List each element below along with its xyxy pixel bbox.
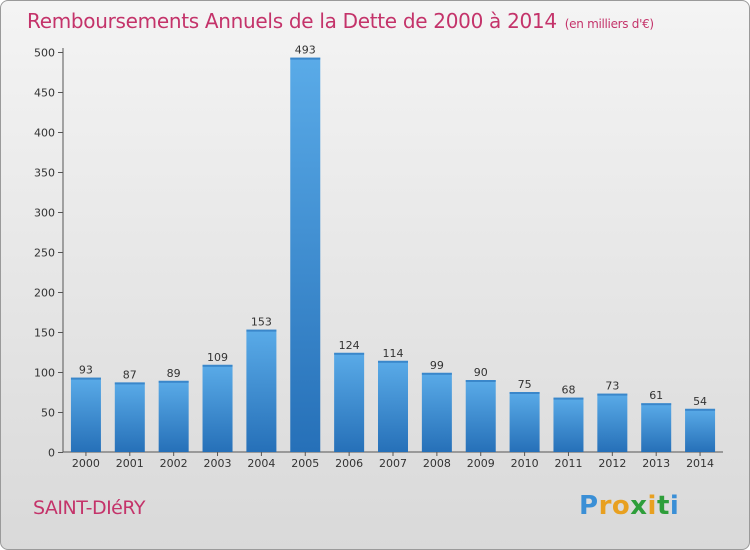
proxiti-logo: Proxiti xyxy=(579,491,679,521)
y-tick-label: 500 xyxy=(34,47,55,60)
bar-top-edge xyxy=(70,377,101,380)
bar-top-edge xyxy=(246,329,277,332)
bar xyxy=(553,397,584,452)
bar-value-label: 114 xyxy=(383,347,404,360)
bar-top-edge xyxy=(202,364,233,367)
bar-top-edge xyxy=(553,397,584,400)
bar-value-label: 93 xyxy=(79,364,93,377)
bar-top-edge xyxy=(509,392,540,394)
logo-letter: i xyxy=(647,491,657,521)
bar-value-label: 89 xyxy=(167,367,181,380)
y-tick-label: 50 xyxy=(41,407,55,420)
logo-letter: r xyxy=(598,491,612,521)
y-tick-label: 450 xyxy=(34,87,55,100)
bar xyxy=(334,352,365,452)
x-tick-label: 2005 xyxy=(291,457,319,470)
logo-letter: i xyxy=(669,491,680,521)
x-tick-label: 2007 xyxy=(379,457,407,470)
bar-value-label: 493 xyxy=(295,44,316,57)
y-tick-label: 150 xyxy=(34,327,55,340)
bar-value-label: 90 xyxy=(474,366,488,379)
bar-value-label: 61 xyxy=(649,389,663,402)
bar xyxy=(378,360,408,452)
y-tick-label: 200 xyxy=(34,287,55,300)
bar-value-label: 54 xyxy=(693,395,707,408)
bar-top-edge xyxy=(597,393,628,396)
bar xyxy=(114,382,145,452)
y-tick-label: 350 xyxy=(34,167,55,180)
bar-value-label: 153 xyxy=(251,316,272,329)
bar xyxy=(465,380,496,452)
bar xyxy=(641,403,672,452)
x-tick-label: 2014 xyxy=(686,457,714,470)
bar-value-label: 68 xyxy=(561,384,575,397)
bar-value-label: 87 xyxy=(123,368,137,381)
x-tick-label: 2013 xyxy=(642,457,670,470)
bar-value-label: 75 xyxy=(518,378,532,391)
x-tick-label: 2004 xyxy=(247,457,275,470)
commune-name: SAINT-DIéRY xyxy=(33,497,145,519)
y-tick-label: 250 xyxy=(34,247,55,260)
chart-title: Remboursements Annuels de la Dette de 20… xyxy=(27,9,654,33)
y-tick-label: 100 xyxy=(34,367,55,380)
x-tick-label: 2006 xyxy=(335,457,363,470)
bar xyxy=(685,408,716,452)
bar xyxy=(158,380,189,452)
bar xyxy=(290,57,321,452)
x-tick-label: 2012 xyxy=(598,457,626,470)
bar xyxy=(421,372,452,452)
x-tick-label: 2010 xyxy=(511,457,539,470)
chart-unit: (en milliers d'€) xyxy=(564,17,654,31)
bar-value-label: 99 xyxy=(430,359,444,372)
x-tick-label: 2011 xyxy=(554,457,582,470)
bar xyxy=(70,377,101,452)
logo-letter: P xyxy=(579,491,599,521)
bar-value-label: 109 xyxy=(207,351,228,364)
bar xyxy=(202,364,233,452)
x-tick-label: 2008 xyxy=(423,457,451,470)
bar xyxy=(509,392,540,452)
x-tick-label: 2000 xyxy=(72,457,100,470)
y-tick-label: 300 xyxy=(34,207,55,220)
x-tick-label: 2009 xyxy=(467,457,495,470)
bar xyxy=(597,393,628,452)
bar-top-edge xyxy=(465,380,496,382)
bar-top-edge xyxy=(158,380,189,383)
logo-letter: o xyxy=(611,491,631,521)
logo-letter: x xyxy=(630,491,648,521)
bar-top-edge xyxy=(641,403,672,406)
bar-value-label: 124 xyxy=(339,339,360,352)
bar-value-label: 73 xyxy=(605,380,619,393)
x-tick-label: 2003 xyxy=(204,457,232,470)
y-tick-label: 400 xyxy=(34,127,55,140)
logo-letter: t xyxy=(656,491,670,521)
bar-top-edge xyxy=(378,360,408,363)
bar-top-edge xyxy=(114,382,145,385)
x-tick-label: 2001 xyxy=(116,457,144,470)
x-tick-label: 2002 xyxy=(160,457,188,470)
bar-top-edge xyxy=(421,372,452,375)
bar xyxy=(246,329,277,452)
bar-top-edge xyxy=(290,57,321,60)
y-tick-label: 0 xyxy=(48,447,55,460)
chart-title-text: Remboursements Annuels de la Dette de 20… xyxy=(27,9,557,33)
bar-top-edge xyxy=(334,352,365,355)
bar-top-edge xyxy=(685,408,716,411)
